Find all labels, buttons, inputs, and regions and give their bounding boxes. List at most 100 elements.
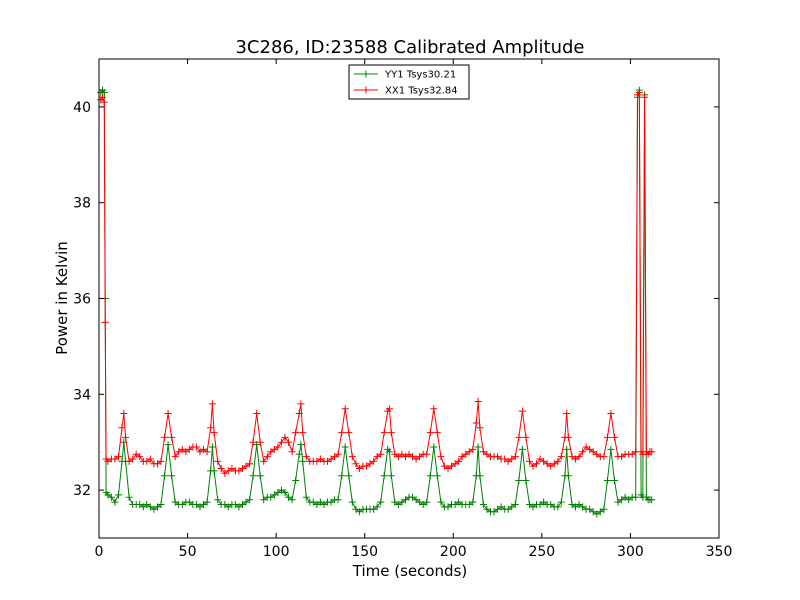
data-point — [203, 498, 211, 506]
data-point — [249, 438, 257, 446]
data-point — [469, 498, 477, 506]
data-point — [603, 477, 611, 484]
data-point — [168, 472, 176, 480]
data-point — [366, 460, 374, 468]
data-point — [285, 493, 292, 501]
data-point — [111, 498, 119, 506]
data-point — [185, 498, 193, 506]
y-tick-label: 38 — [73, 196, 91, 212]
data-point — [409, 453, 416, 461]
data-point — [214, 496, 222, 504]
legend-marker — [362, 86, 370, 94]
data-point — [614, 498, 622, 506]
data-point — [292, 477, 300, 484]
data-point — [274, 443, 282, 451]
data-point — [533, 460, 540, 468]
data-point — [274, 489, 282, 496]
data-point — [563, 445, 571, 453]
data-point — [409, 493, 416, 501]
data-point — [200, 445, 207, 453]
chart-title: 3C286, ID:23588 Calibrated Amplitude — [235, 37, 584, 58]
data-point — [200, 501, 207, 508]
series-2 — [97, 89, 656, 477]
data-point — [377, 450, 385, 458]
data-point — [210, 429, 218, 437]
data-point — [111, 455, 119, 463]
data-point — [249, 472, 257, 480]
data-point — [554, 503, 562, 511]
data-point — [563, 410, 571, 417]
data-point — [157, 501, 165, 508]
data-point — [143, 501, 151, 508]
data-point — [600, 505, 608, 513]
data-point — [143, 457, 151, 465]
data-point — [603, 433, 611, 441]
data-point — [391, 498, 399, 506]
y-axis: 32 34 36 38 40 — [73, 100, 719, 499]
data-point — [171, 453, 179, 461]
data-point — [370, 457, 378, 465]
data-point — [341, 405, 349, 413]
data-point — [564, 433, 572, 441]
legend: YY1 Tsys30.21 XX1 Tsys32.84 — [348, 64, 470, 100]
data-point — [398, 498, 406, 506]
data-point — [125, 457, 133, 465]
data-point — [518, 407, 526, 415]
data-point — [511, 501, 519, 508]
data-point — [345, 472, 353, 480]
x-tick-label: 250 — [528, 544, 555, 560]
data-point — [579, 448, 587, 456]
data-point — [164, 410, 172, 417]
y-tick-label: 34 — [73, 387, 91, 403]
x-tick-label: 350 — [706, 544, 733, 560]
data-point — [316, 455, 324, 463]
data-point — [136, 501, 144, 508]
legend-entry: XX1 Tsys32.84 — [354, 86, 458, 97]
data-point — [100, 89, 108, 96]
data-point — [278, 438, 285, 446]
y-tick-label: 32 — [73, 483, 91, 499]
data-point — [554, 457, 562, 465]
data-point — [316, 498, 324, 506]
data-point — [557, 453, 565, 461]
data-point — [423, 498, 431, 506]
data-point — [302, 493, 310, 501]
data-point — [596, 508, 604, 516]
data-point — [572, 455, 579, 463]
data-point — [210, 467, 218, 475]
data-point — [437, 498, 445, 506]
data-point — [246, 460, 254, 468]
data-point — [295, 450, 303, 458]
y-axis-label: Power in Kelvin — [53, 241, 71, 355]
data-point — [99, 93, 106, 101]
data-point — [416, 453, 424, 461]
data-point — [192, 443, 200, 451]
data-point — [433, 472, 441, 480]
data-point — [267, 448, 275, 456]
data-point — [338, 429, 346, 437]
data-point — [483, 505, 491, 513]
data-point — [641, 93, 649, 101]
data-point — [175, 448, 183, 456]
data-point — [224, 503, 232, 511]
legend-entry: YY1 Tsys30.21 — [354, 70, 456, 81]
data-point — [115, 453, 122, 461]
data-point — [373, 453, 381, 461]
data-point — [256, 438, 264, 446]
data-point — [497, 503, 505, 511]
data-point — [185, 445, 193, 453]
data-point — [386, 405, 393, 413]
series-layer — [97, 86, 656, 518]
data-point — [611, 433, 618, 441]
data-point — [635, 89, 643, 96]
data-point — [547, 462, 555, 470]
data-point — [129, 455, 137, 463]
data-point — [214, 457, 222, 465]
data-point — [136, 453, 144, 461]
data-point — [203, 448, 211, 456]
x-tick-label: 300 — [617, 544, 644, 560]
data-point — [352, 460, 360, 468]
x-tick-label: 150 — [351, 544, 378, 560]
data-point — [309, 498, 317, 506]
x-axis: 0 50 100 150 200 250 300 350 — [95, 59, 733, 560]
